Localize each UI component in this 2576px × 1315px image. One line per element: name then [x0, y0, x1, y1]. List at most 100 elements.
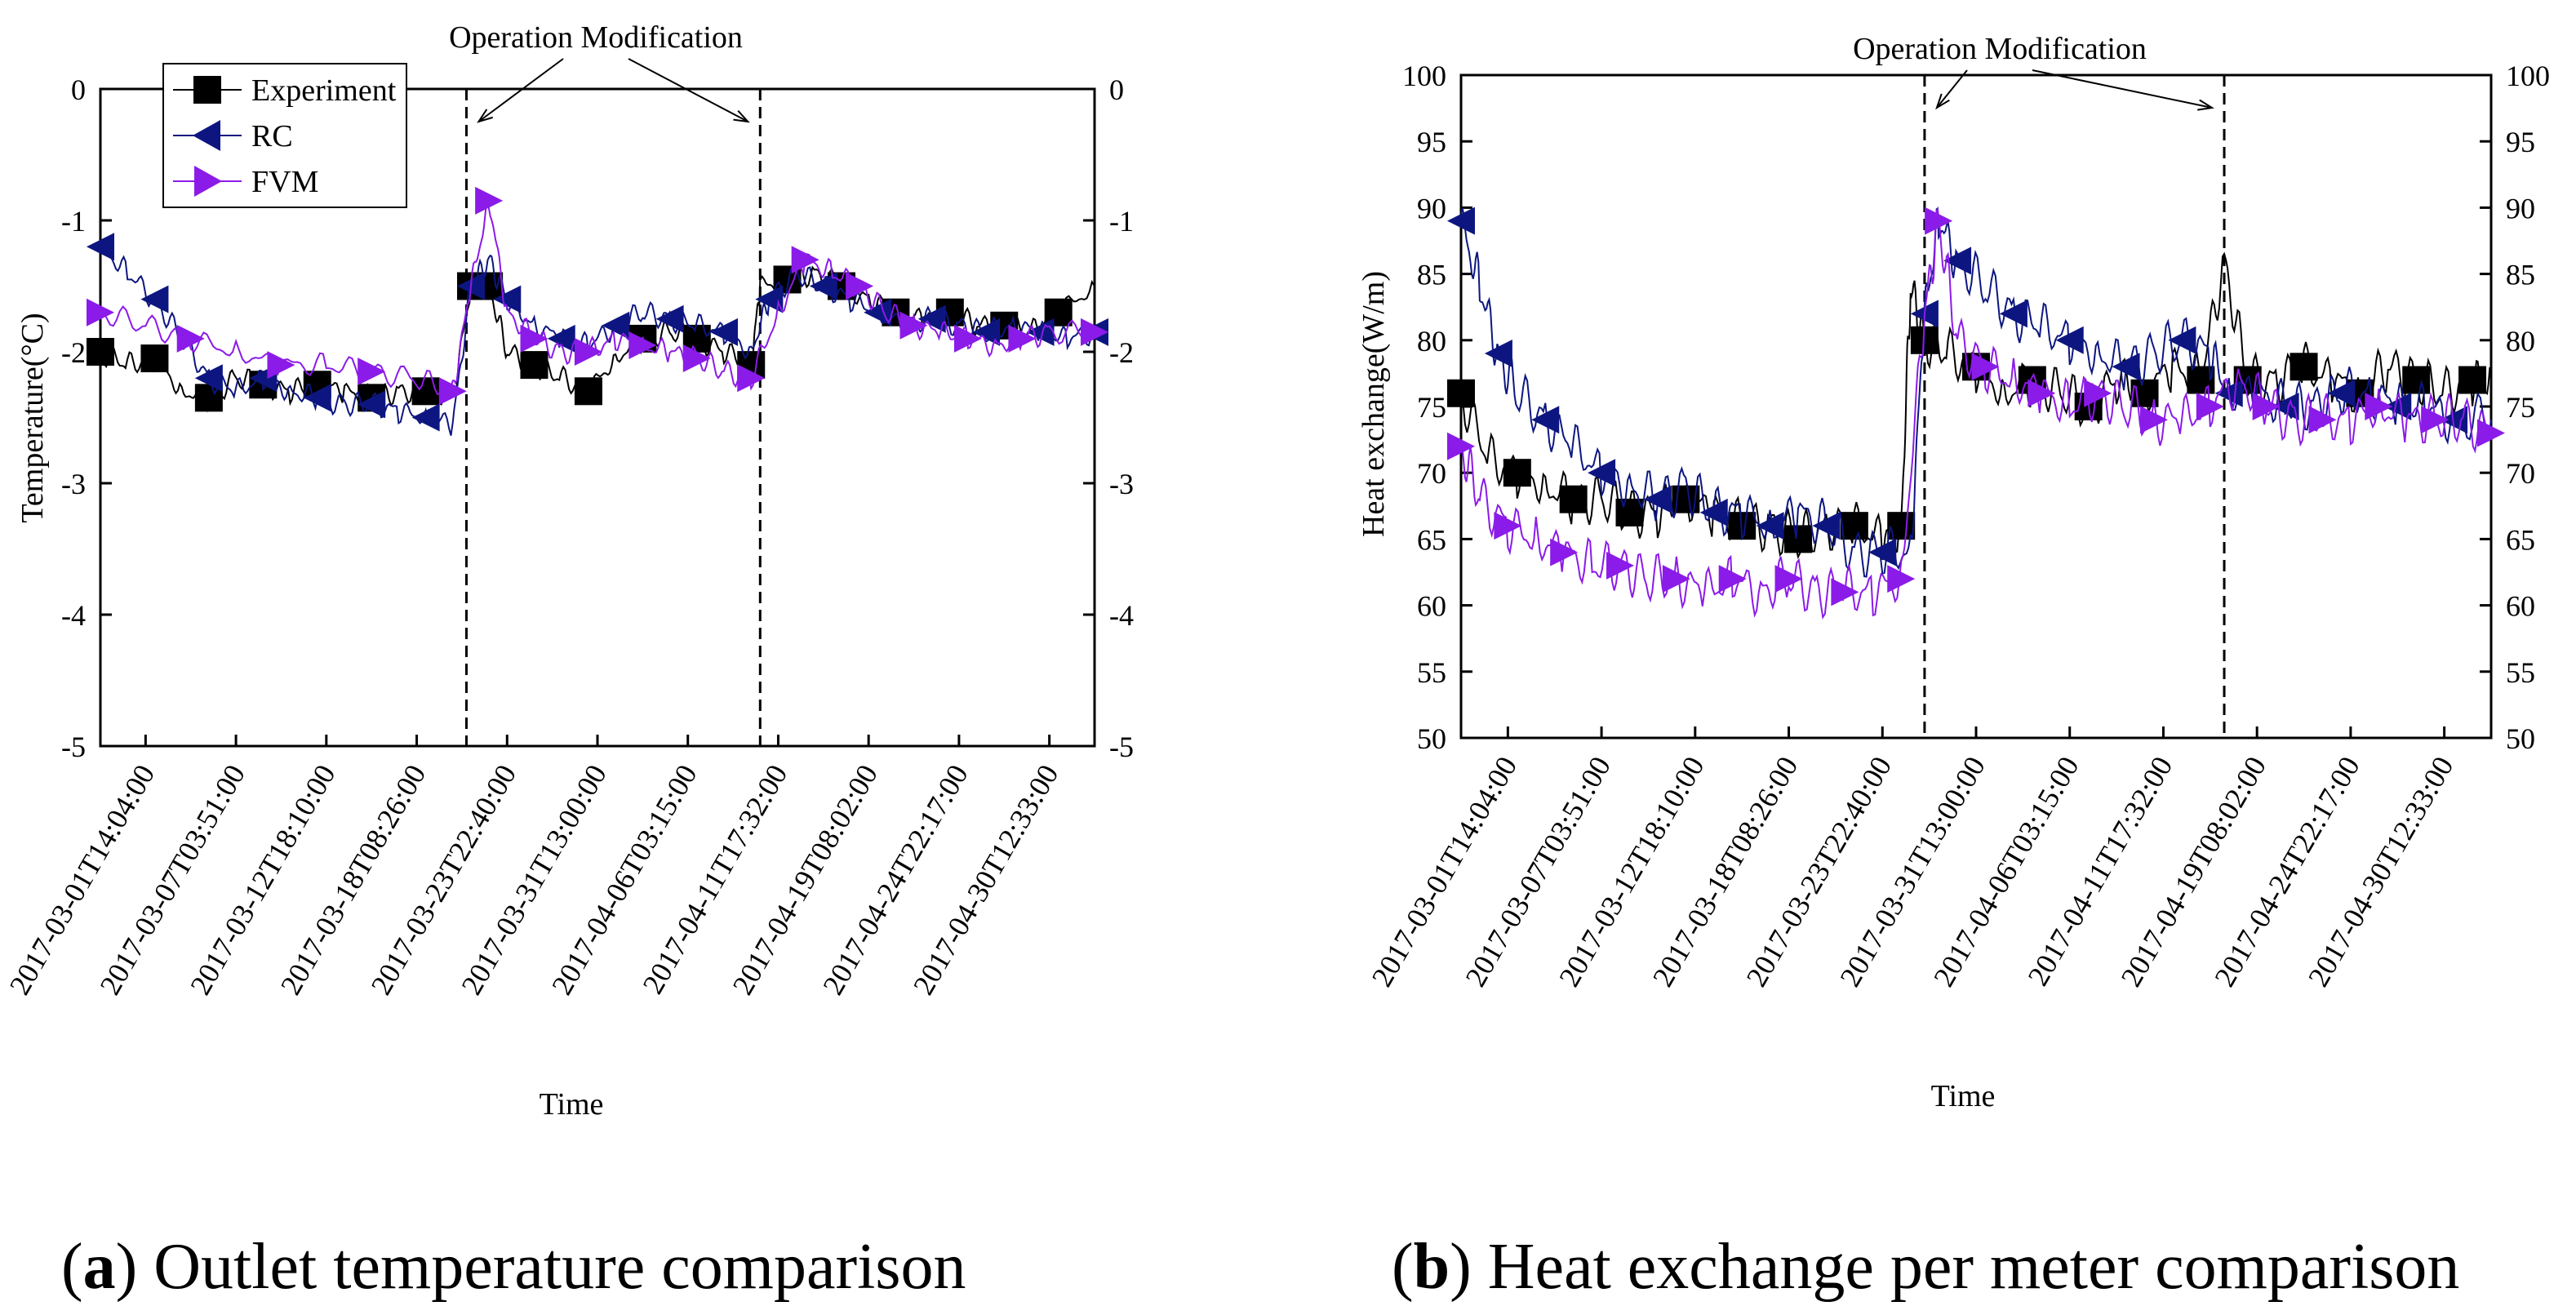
legend-marker-rc: [193, 120, 220, 151]
y-tick-label-left: 70: [1417, 457, 1446, 490]
legend-label-rc: RC: [251, 119, 293, 153]
marker-fvm: [2196, 393, 2224, 420]
marker-rc: [194, 364, 223, 393]
marker-rc: [547, 324, 575, 353]
marker-rc: [493, 285, 522, 313]
marker-fvm: [2084, 379, 2112, 407]
marker-experiment: [87, 338, 114, 366]
marker-fvm: [737, 364, 766, 393]
annotation-a: Operation Modification: [449, 20, 743, 55]
annotation-b: Operation Modification: [1853, 32, 2147, 66]
marker-rc: [140, 285, 169, 313]
marker-fvm: [1494, 512, 1522, 540]
series-group-b: [1447, 206, 2505, 620]
marker-experiment: [1784, 525, 1813, 553]
marker-rc: [1812, 512, 1841, 540]
marker-fvm: [628, 331, 657, 359]
marker-experiment: [1503, 459, 1531, 487]
marker-rc: [809, 272, 837, 300]
y-tick-label-right: 75: [2506, 391, 2535, 424]
marker-fvm: [953, 324, 982, 353]
marker-rc: [2383, 393, 2412, 420]
marker-fvm: [846, 272, 874, 300]
marker-fvm: [682, 344, 711, 373]
marker-fvm: [1831, 578, 1859, 606]
marker-experiment: [411, 377, 440, 406]
y-tick-label-left: 55: [1417, 656, 1446, 689]
marker-rc: [655, 304, 684, 333]
marker-fvm: [1718, 565, 1747, 593]
caption-b-letter: b: [1414, 1231, 1450, 1303]
marker-fvm: [574, 338, 602, 366]
marker-experiment: [574, 377, 602, 406]
y-tick-label-left: 0: [71, 73, 86, 106]
marker-fvm: [87, 298, 114, 327]
y-tick-label-left: 85: [1417, 259, 1446, 291]
series-experiment: [87, 265, 1095, 413]
marker-experiment: [140, 344, 169, 373]
operation-modification-lines-a: [464, 58, 762, 746]
marker-experiment: [2290, 353, 2318, 381]
y-tick-label-left: -4: [61, 599, 86, 632]
y-axis-label-a: Temperature(°C): [16, 313, 50, 522]
legend-marker-experiment: [193, 76, 221, 104]
marker-rc: [1447, 207, 1475, 235]
annotation-arrow: [1936, 69, 1968, 109]
marker-rc: [1484, 340, 1512, 368]
marker-rc: [864, 298, 892, 327]
marker-rc: [2271, 393, 2299, 420]
marker-rc: [972, 318, 1001, 346]
marker-rc: [2112, 353, 2140, 381]
marker-rc: [1643, 485, 1672, 513]
marker-rc: [917, 304, 946, 333]
y-tick-label-right: -1: [1109, 205, 1134, 238]
caption-b-text: Heat exchange per meter comparison: [1472, 1231, 2460, 1303]
marker-fvm: [791, 246, 819, 274]
annotation-arrowhead: [1935, 93, 1950, 110]
operation-modification-lines-b: [1923, 69, 2226, 738]
marker-fvm: [358, 358, 386, 386]
y-tick-label-left: -5: [61, 731, 86, 763]
legend-a: Experiment RC FVM: [162, 63, 407, 208]
marker-fvm: [2027, 379, 2056, 407]
y-tick-label-left: 100: [1402, 60, 1446, 92]
marker-fvm: [1606, 551, 1635, 580]
annotation-arrow: [2032, 69, 2213, 109]
axes-a: 0 0-1 -1-2 -2-3 -3-4 -4-5 -52017-03-01T14:04:0…: [3, 73, 1134, 1000]
axes-b: 100 100 95 95 90 90 85 85 80 80 75 75 70 70 65 65 60 60 55…: [1366, 60, 2550, 992]
y-tick-label-right: 90: [2506, 192, 2535, 224]
marker-fvm: [438, 377, 467, 406]
y-tick-label-left: 50: [1417, 722, 1446, 755]
series-fvm: [87, 186, 1108, 406]
marker-rc: [1999, 300, 2027, 328]
marker-rc: [358, 390, 386, 419]
series-experiment: [1447, 251, 2492, 561]
y-tick-label-right: -4: [1109, 599, 1134, 632]
series-fvm: [1447, 206, 2505, 620]
marker-rc: [1756, 512, 1784, 540]
marker-rc: [1588, 459, 1616, 487]
caption-a-text: Outlet temperature comparison: [137, 1231, 966, 1303]
marker-experiment: [520, 351, 549, 380]
marker-fvm: [1081, 318, 1108, 346]
marker-rc: [411, 403, 440, 432]
annotation-arrowhead: [477, 109, 493, 123]
marker-fvm: [1008, 324, 1037, 353]
marker-fvm: [1887, 565, 1916, 593]
marker-rc: [602, 311, 630, 340]
marker-fvm: [2477, 419, 2505, 447]
marker-fvm: [475, 186, 504, 215]
marker-fvm: [1662, 565, 1690, 593]
y-tick-label-left: 95: [1417, 126, 1446, 158]
marker-experiment: [1840, 512, 1868, 540]
marker-experiment: [1559, 485, 1588, 513]
marker-experiment: [2402, 366, 2431, 394]
y-tick-label-right: 100: [2506, 60, 2550, 92]
annotation-arrowhead: [733, 109, 750, 123]
marker-fvm: [267, 351, 295, 380]
marker-fvm: [1550, 538, 1579, 566]
panel-a-outlet-temperature: 0 0-1 -1-2 -2-3 -3-4 -4-5 -52017-03-01T14:04:0…: [3, 20, 1134, 1122]
y-tick-label-left: 65: [1417, 523, 1446, 556]
y-tick-label-left: -1: [61, 205, 86, 238]
